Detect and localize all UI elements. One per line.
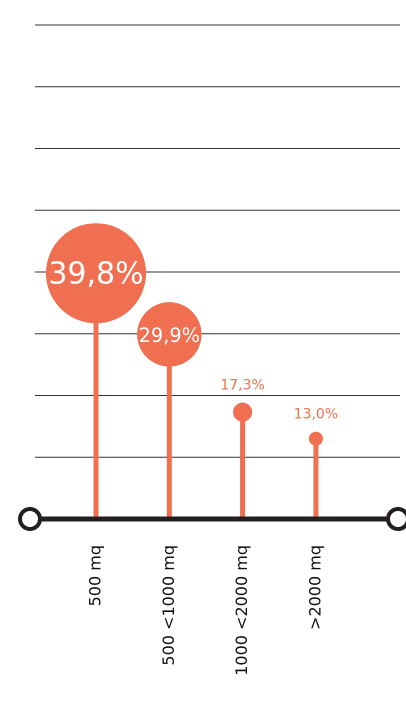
axis-end — [386, 507, 406, 531]
value-label: 29,9% — [139, 324, 200, 347]
value-label: 13,0% — [294, 407, 338, 423]
bubble — [308, 431, 323, 446]
bubble — [45, 223, 147, 324]
bubble — [233, 402, 253, 422]
value-label: 17,3% — [220, 378, 264, 394]
axis-end — [18, 507, 42, 531]
x-tick-label: 1000 <2000 mq — [232, 545, 251, 676]
value-label: 39,8% — [48, 257, 143, 292]
x-tick-label: 500 <1000 mq — [159, 545, 178, 666]
x-tick-label: 500 mq — [86, 545, 105, 606]
bubble — [137, 302, 202, 367]
x-tick-label: >2000 mq — [305, 545, 324, 630]
